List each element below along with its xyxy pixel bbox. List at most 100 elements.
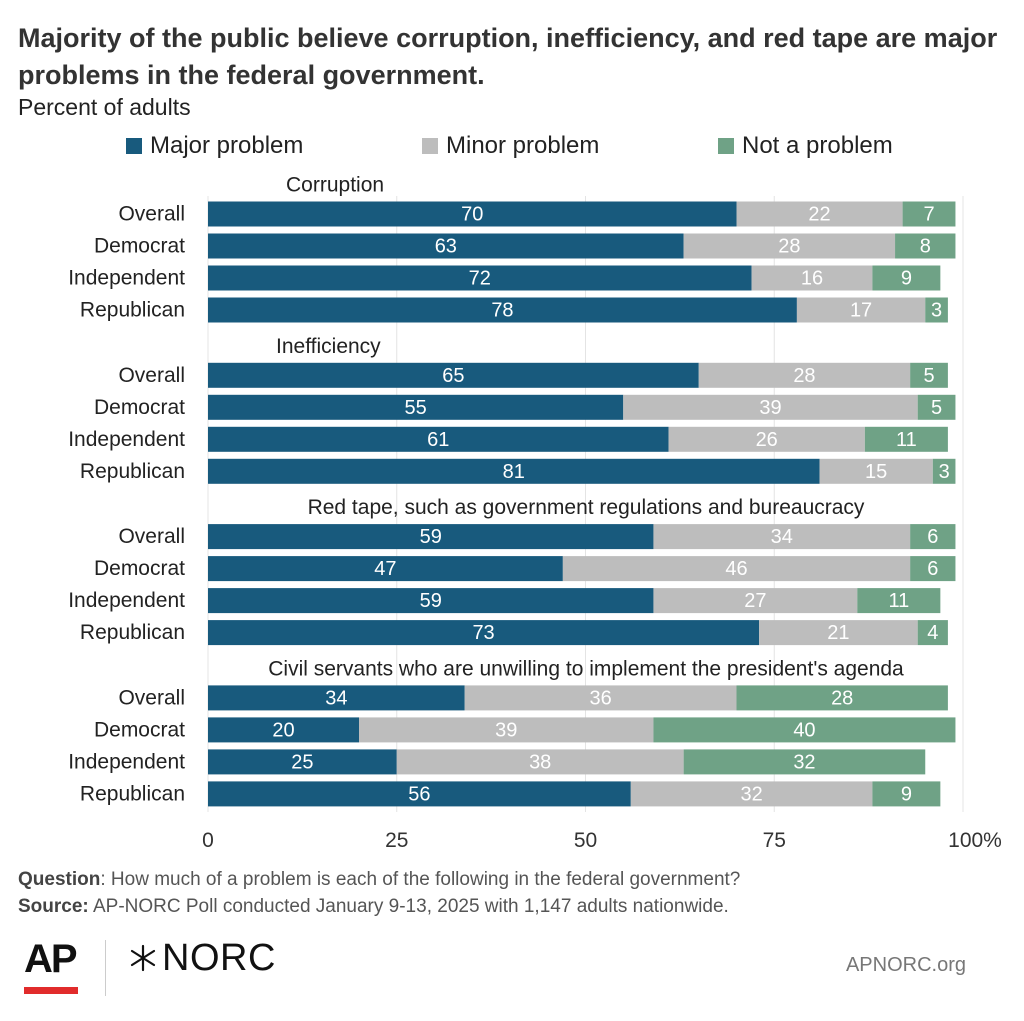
row-label: Republican xyxy=(80,782,185,805)
x-tick-label: 25 xyxy=(385,829,408,852)
data-label: 34 xyxy=(771,526,793,548)
bar-segment-not xyxy=(857,588,941,614)
bar-segment-minor xyxy=(630,781,873,807)
bar-segment-not xyxy=(864,426,948,452)
bar-segment-minor xyxy=(698,362,911,388)
data-label: 65 xyxy=(442,365,464,387)
bar-segment-major xyxy=(208,556,563,582)
data-label: 9 xyxy=(901,783,912,805)
data-label: 32 xyxy=(793,751,815,773)
group-title: Red tape, such as government regulations… xyxy=(308,496,865,519)
legend-label-major: Major problem xyxy=(150,132,304,159)
bar-segment-major xyxy=(208,685,465,711)
data-label: 21 xyxy=(827,622,849,644)
bar-segment-not xyxy=(910,524,956,550)
ap-logo: AP xyxy=(24,937,78,995)
bar-segment-not xyxy=(925,297,948,323)
data-label: 28 xyxy=(831,687,853,709)
data-label: 39 xyxy=(495,719,517,741)
data-label: 26 xyxy=(756,429,778,451)
data-label: 9 xyxy=(901,268,912,290)
data-label: 70 xyxy=(461,204,483,226)
row-label: Independent xyxy=(68,589,185,612)
data-label: 55 xyxy=(405,397,427,419)
source-note: Source: AP-NORC Poll conducted January 9… xyxy=(18,893,1008,920)
bar-segment-major xyxy=(208,620,760,646)
data-label: 59 xyxy=(420,526,442,548)
norc-star-icon xyxy=(130,944,156,972)
chart-title: Majority of the public believe corruptio… xyxy=(18,23,998,90)
bar-segment-not xyxy=(872,265,941,291)
question-note: Question: How much of a problem is each … xyxy=(18,866,1008,893)
bar-segment-major xyxy=(208,781,631,807)
bar-segment-minor xyxy=(562,556,911,582)
bar-segment-minor xyxy=(819,458,933,484)
legend-swatch-not xyxy=(718,138,734,154)
data-label: 20 xyxy=(272,719,294,741)
bar-segment-major xyxy=(208,588,654,614)
norc-logo-text: NORC xyxy=(162,936,276,979)
bar-segment-major xyxy=(208,233,684,259)
x-tick-label: 75 xyxy=(763,829,786,852)
website-link[interactable]: APNORC.org xyxy=(845,954,966,976)
bar-segment-major xyxy=(208,749,397,775)
legend-swatch-major xyxy=(126,138,142,154)
bar-segment-minor xyxy=(796,297,926,323)
legend-item-not: Not a problem xyxy=(718,132,893,160)
bar-segment-not xyxy=(910,556,956,582)
row-label: Overall xyxy=(118,686,185,709)
question-text: : How much of a problem is each of the f… xyxy=(100,869,741,890)
row-label: Overall xyxy=(118,203,185,226)
bar-segment-not xyxy=(653,717,956,743)
data-label: 28 xyxy=(778,236,800,258)
logo-divider xyxy=(105,940,106,996)
bar-segment-minor xyxy=(464,685,737,711)
row-label: Overall xyxy=(118,525,185,548)
data-label: 6 xyxy=(927,558,938,580)
data-label: 46 xyxy=(725,558,747,580)
legend-label-not: Not a problem xyxy=(742,132,893,159)
data-label: 5 xyxy=(931,397,942,419)
row-label: Republican xyxy=(80,299,185,322)
source-label: Source: xyxy=(18,896,89,917)
data-label: 3 xyxy=(931,300,942,322)
bar-segment-minor xyxy=(668,426,865,452)
data-label: 56 xyxy=(408,783,430,805)
bar-segment-major xyxy=(208,426,669,452)
norc-logo: NORC xyxy=(128,936,276,980)
x-tick-label: 100% xyxy=(948,829,1002,852)
row-label: Republican xyxy=(80,621,185,644)
data-label: 8 xyxy=(920,236,931,258)
data-label: 17 xyxy=(850,300,872,322)
legend-label-minor: Minor problem xyxy=(446,132,600,159)
legend-swatch-minor xyxy=(422,138,438,154)
source-text: AP-NORC Poll conducted January 9-13, 202… xyxy=(88,896,729,917)
data-label: 25 xyxy=(291,751,313,773)
data-label: 72 xyxy=(469,268,491,290)
data-label: 7 xyxy=(923,204,934,226)
data-label: 4 xyxy=(927,622,938,644)
data-label: 61 xyxy=(427,429,449,451)
data-label: 5 xyxy=(923,365,934,387)
bar-segment-minor xyxy=(683,233,896,259)
data-label: 3 xyxy=(939,461,950,483)
bar-segment-minor xyxy=(653,588,858,614)
bar-segment-not xyxy=(683,749,926,775)
bar-segment-minor xyxy=(396,749,684,775)
row-label: Independent xyxy=(68,428,185,451)
bar-segment-minor xyxy=(751,265,873,291)
ap-logo-bar xyxy=(24,987,78,994)
bar-segment-major xyxy=(208,265,752,291)
bar-segment-not xyxy=(895,233,956,259)
data-label: 78 xyxy=(491,300,513,322)
data-label: 32 xyxy=(740,783,762,805)
legend-item-minor: Minor problem xyxy=(422,132,599,160)
data-label: 16 xyxy=(801,268,823,290)
bar-segment-not xyxy=(932,458,956,484)
legend-item-major: Major problem xyxy=(126,132,303,160)
row-label: Overall xyxy=(118,364,185,387)
bar-segment-minor xyxy=(359,717,654,743)
bar-segment-minor xyxy=(623,394,918,420)
legend: Major problem Minor problem Not a proble… xyxy=(0,132,1024,162)
